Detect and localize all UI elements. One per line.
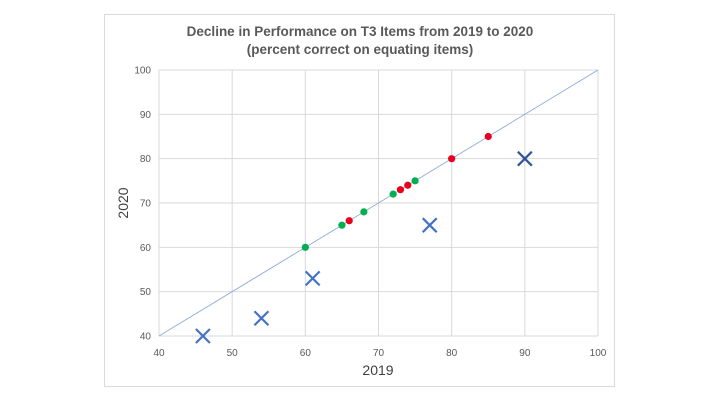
- dot-point: [484, 132, 492, 141]
- y-tick-label: 50: [140, 287, 152, 298]
- dot-point: [301, 243, 309, 251]
- x-tick-label: 60: [300, 348, 312, 359]
- tick-labels: 40 50 60 70 80 90 100 40 50 60 70 80 90 100: [134, 66, 606, 360]
- chart-subtitle: (percent correct on equating items): [247, 42, 474, 57]
- cross-point: [421, 217, 438, 233]
- y-axis-label: 2020: [115, 187, 131, 218]
- dot-point: [448, 155, 456, 163]
- x-tick-label: 90: [519, 348, 531, 359]
- dot-point: [338, 221, 346, 229]
- y-tick-label: 40: [140, 332, 152, 343]
- y-tick-label: 60: [140, 243, 152, 254]
- x-tick-label: 100: [590, 348, 607, 359]
- data-points: [195, 132, 533, 344]
- diagonal-line: [158, 69, 599, 337]
- chart-title: Decline in Performance on T3 Items from …: [187, 24, 534, 39]
- x-tick-label: 70: [373, 348, 385, 359]
- dot-point: [411, 177, 419, 185]
- x-tick-label: 50: [227, 348, 239, 359]
- cross-point: [517, 150, 533, 167]
- y-tick-label: 100: [134, 66, 151, 77]
- cross-stroke: [304, 270, 321, 287]
- dot-point: [389, 190, 397, 198]
- cross-point: [304, 270, 321, 287]
- chart-frame: [104, 14, 615, 387]
- x-axis-label: 2019: [362, 362, 393, 378]
- cross-stroke: [517, 150, 533, 167]
- cross-point: [253, 310, 270, 327]
- y-tick-label: 70: [140, 199, 152, 210]
- dot-point: [360, 208, 368, 216]
- dot-point: [404, 181, 412, 189]
- y-tick-label: 80: [140, 154, 152, 165]
- dot-point: [345, 217, 353, 225]
- cross-stroke: [253, 310, 270, 327]
- y-tick-label: 90: [140, 110, 152, 121]
- cross-point: [195, 328, 211, 344]
- cross-stroke: [421, 217, 438, 233]
- dot-point: [396, 186, 405, 194]
- reference-line: [158, 69, 599, 337]
- x-tick-label: 40: [153, 348, 165, 359]
- cross-stroke: [195, 328, 211, 344]
- x-tick-label: 80: [446, 348, 458, 359]
